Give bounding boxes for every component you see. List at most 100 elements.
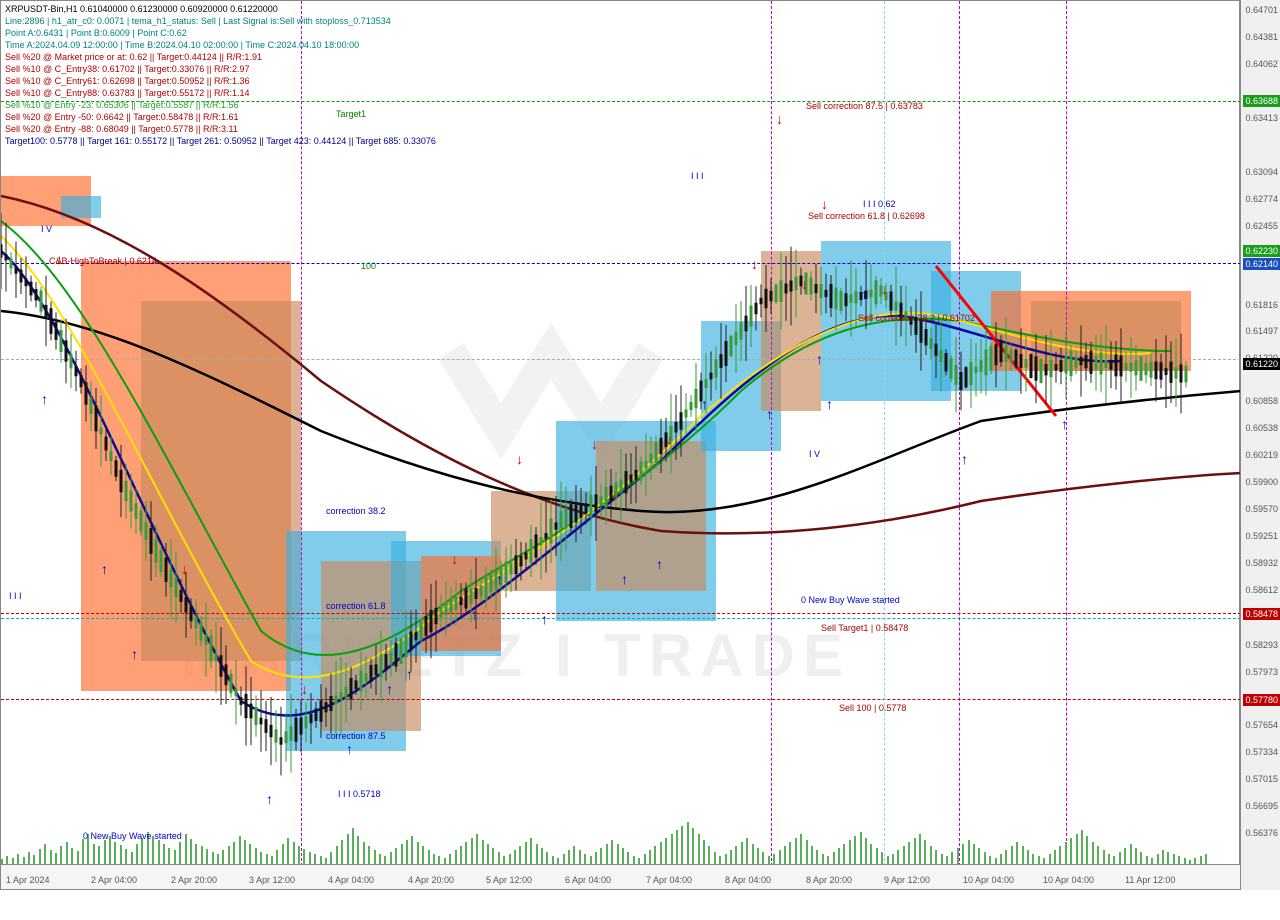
- volume-bar: [239, 836, 241, 864]
- volume-bar: [190, 839, 192, 864]
- arrow-down-icon: ↓: [776, 111, 783, 127]
- chart-annotation: correction 61.8: [326, 601, 386, 611]
- price-tick: 0.61816: [1245, 300, 1278, 310]
- volume-bar: [849, 840, 851, 864]
- volume-bar: [163, 844, 165, 864]
- volume-bar: [303, 849, 305, 864]
- volume-bar: [795, 838, 797, 864]
- volume-bar: [611, 840, 613, 864]
- arrow-up-icon: ↑: [541, 611, 548, 627]
- volume-bar: [627, 852, 629, 864]
- volume-bar: [708, 846, 710, 864]
- price-tag: 0.62140: [1243, 258, 1280, 270]
- volume-bar: [341, 840, 343, 864]
- volume-bar: [935, 850, 937, 864]
- volume-bar: [266, 854, 268, 864]
- volume-bar: [930, 846, 932, 864]
- volume-bar: [1119, 852, 1121, 864]
- volume-bar: [827, 856, 829, 864]
- volume-bar: [816, 850, 818, 864]
- volume-bar: [1173, 854, 1175, 864]
- volume-bar: [1065, 842, 1067, 864]
- chart-container[interactable]: MARKETZ I TRADE ↑↑↑↑↑↑↑↑↑↑↑↑↑↑↑↑↑↑↑↓↓↓↓↓…: [0, 0, 1240, 890]
- volume-bar: [735, 846, 737, 864]
- volume-bar: [44, 844, 46, 864]
- volume-bar: [1178, 856, 1180, 864]
- time-tick: 11 Apr 12:00: [1125, 875, 1175, 885]
- price-tick: 0.57654: [1245, 720, 1278, 730]
- volume-bar: [541, 848, 543, 864]
- time-tick: 7 Apr 04:00: [646, 875, 692, 885]
- volume-bar: [838, 848, 840, 864]
- volume-bar: [573, 846, 575, 864]
- volume-bar: [687, 822, 689, 864]
- volume-bar: [1130, 844, 1132, 864]
- volume-bar: [282, 844, 284, 864]
- volume-bar: [330, 852, 332, 864]
- price-tick: 0.60219: [1245, 450, 1278, 460]
- volume-bar: [671, 834, 673, 864]
- arrow-down-icon: ↓: [751, 256, 758, 272]
- chart-annotation: I I I 0.5718: [338, 789, 381, 799]
- volume-bar: [212, 852, 214, 864]
- vline: [771, 1, 772, 866]
- volume-bar: [206, 849, 208, 864]
- volume-bar: [222, 850, 224, 864]
- time-tick: 3 Apr 12:00: [249, 875, 295, 885]
- price-tick: 0.59570: [1245, 504, 1278, 514]
- volume-bar: [60, 846, 62, 864]
- volume-bar: [1167, 852, 1169, 864]
- volume-bar: [455, 850, 457, 864]
- volume-bar: [23, 857, 25, 864]
- volume-bar: [465, 842, 467, 864]
- info-line-11: Target100: 0.5778 || Target 161: 0.55172…: [5, 136, 436, 146]
- volume-bar: [1103, 850, 1105, 864]
- volume-bar: [811, 846, 813, 864]
- volume-bar: [870, 844, 872, 864]
- volume-bar: [1076, 834, 1078, 864]
- time-axis: 1 Apr 20242 Apr 04:002 Apr 20:003 Apr 12…: [1, 864, 1241, 889]
- price-tick: 0.62774: [1245, 194, 1278, 204]
- price-axis: 0.647010.643810.640620.634130.630940.627…: [1240, 0, 1280, 890]
- volume-bar: [114, 842, 116, 864]
- volume-bar: [746, 838, 748, 864]
- volume-bar: [449, 854, 451, 864]
- volume-bar: [822, 854, 824, 864]
- volume-bar: [1092, 842, 1094, 864]
- volume-bar: [951, 852, 953, 864]
- time-tick: 8 Apr 20:00: [806, 875, 852, 885]
- volume-bar: [471, 838, 473, 864]
- volume-bar: [1108, 854, 1110, 864]
- price-tag: 0.62230: [1243, 245, 1280, 257]
- volume-bar: [752, 844, 754, 864]
- chart-annotation: I I I: [9, 591, 22, 601]
- chart-annotation: I V: [41, 224, 52, 234]
- volume-bar: [968, 840, 970, 864]
- volume-bar: [298, 846, 300, 864]
- price-tick: 0.64701: [1245, 5, 1278, 15]
- volume-bar: [962, 844, 964, 864]
- vline: [884, 1, 885, 866]
- volume-bar: [71, 848, 73, 864]
- arrow-down-icon: ↓: [801, 276, 808, 292]
- arrow-up-icon: ↑: [701, 396, 708, 412]
- volume-bar: [590, 856, 592, 864]
- volume-bar: [1140, 852, 1142, 864]
- chart-title: XRPUSDT-Bin,H1 0.61040000 0.61230000 0.6…: [5, 4, 278, 14]
- volume-bar: [519, 846, 521, 864]
- volume-bar: [563, 854, 565, 864]
- info-line-5: Sell %10 @ C_Entry38: 0.61702 || Target:…: [5, 64, 249, 74]
- volume-bar: [546, 852, 548, 864]
- volume-bar: [897, 850, 899, 864]
- time-tick: 4 Apr 04:00: [328, 875, 374, 885]
- price-tick: 0.64062: [1245, 59, 1278, 69]
- volume-bar: [17, 854, 19, 864]
- volume-bar: [1049, 854, 1051, 864]
- volume-bar: [568, 850, 570, 864]
- volume-bar: [1054, 850, 1056, 864]
- price-tick: 0.57334: [1245, 747, 1278, 757]
- volume-bar: [514, 850, 516, 864]
- volume-bar: [595, 852, 597, 864]
- volume-bar: [860, 832, 862, 864]
- arrow-up-icon: ↑: [346, 741, 353, 757]
